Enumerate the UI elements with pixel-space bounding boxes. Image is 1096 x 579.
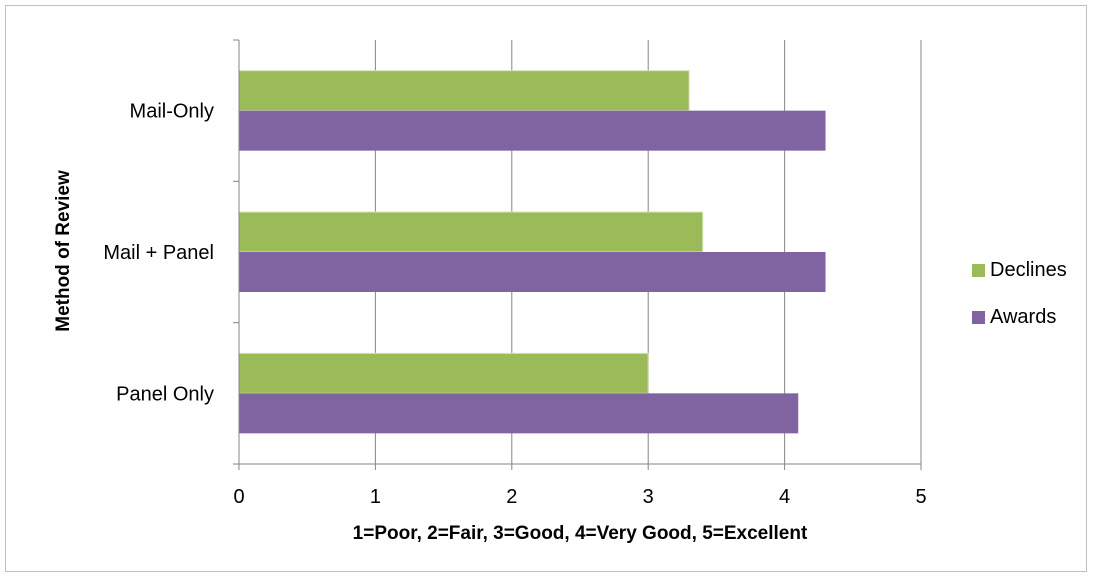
- x-tick-label: 5: [915, 486, 926, 508]
- bar-declines-mail-only: [238, 70, 690, 112]
- legend-label-declines: Declines: [990, 259, 1067, 281]
- legend-swatch-declines: [972, 264, 985, 277]
- y-category-label: Panel Only: [116, 383, 214, 405]
- bar-layer: [238, 70, 826, 434]
- label-layer: 0 1 2 3 4 5 Mail-Only Mail + Panel Panel Only: [103, 101, 926, 508]
- legend-label-awards: Awards: [990, 306, 1056, 328]
- axis-layer: [233, 39, 922, 470]
- bar-awards-mail-only: [239, 110, 826, 151]
- bar-awards-mail-panel: [239, 252, 826, 292]
- x-axis-title: 1=Poor, 2=Fair, 3=Good, 4=Very Good, 5=E…: [353, 523, 808, 544]
- legend: Declines Awards: [972, 259, 1067, 328]
- y-axis-title: Method of Review: [53, 170, 74, 332]
- bar-declines-panel-only: [238, 352, 649, 394]
- y-category-label: Mail + Panel: [103, 242, 214, 264]
- x-tick-label: 4: [779, 486, 790, 508]
- x-tick-label: 3: [643, 486, 654, 508]
- y-category-label: Mail-Only: [130, 101, 214, 123]
- x-tick-label: 2: [506, 486, 517, 508]
- x-tick-label: 0: [233, 486, 244, 508]
- bar-awards-panel-only: [239, 393, 799, 434]
- bar-declines-mail-panel: [238, 211, 704, 253]
- legend-swatch-awards: [972, 311, 985, 324]
- x-tick-label: 1: [370, 486, 381, 508]
